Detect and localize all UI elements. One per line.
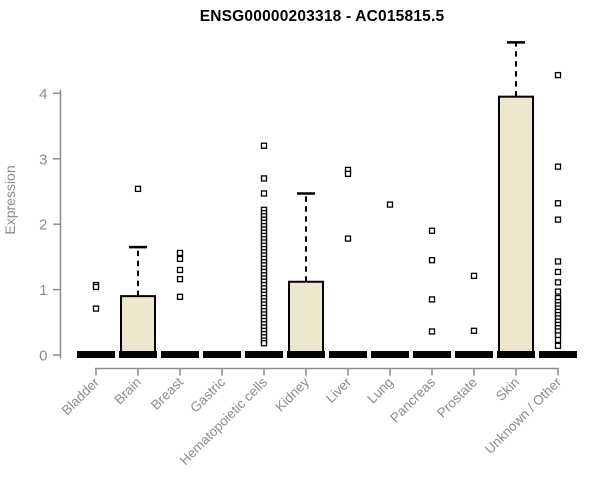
outlier-point	[134, 185, 142, 193]
median-bar	[161, 351, 199, 358]
x-tick-label: Kidney	[272, 374, 312, 414]
y-tick-label: 3	[39, 151, 47, 168]
outlier-point	[554, 279, 562, 286]
median-bar	[371, 351, 409, 358]
box	[498, 95, 534, 356]
boxplot-breast	[161, 249, 199, 358]
boxplot-kidney	[287, 192, 325, 358]
outlier-point	[260, 175, 268, 182]
median-bar	[539, 351, 577, 358]
x-tick-label: Gastric	[187, 374, 228, 415]
outlier-point	[554, 200, 562, 207]
outlier-point	[428, 328, 436, 335]
box	[120, 295, 156, 357]
x-tick-label: Pancreas	[387, 374, 438, 425]
outlier-point	[92, 283, 100, 291]
x-tick-label: Bladder	[59, 374, 103, 418]
x-tick-label: Prostate	[434, 375, 480, 421]
y-axis: 0 1 2 3 4	[39, 86, 62, 365]
x-tick-label: Skin	[493, 375, 522, 404]
outlier-point	[428, 296, 436, 303]
outlier-point	[428, 227, 436, 234]
x-tick-label: Lung	[364, 375, 396, 407]
median-bar	[329, 351, 367, 358]
outlier-point	[176, 293, 184, 300]
outlier-point	[176, 275, 184, 283]
outlier-point	[554, 336, 562, 344]
boxplot-brain	[119, 185, 157, 358]
median-bar	[497, 351, 535, 358]
boxplot-lung	[371, 201, 409, 358]
boxplot-skin	[497, 41, 535, 358]
outlier-point	[260, 142, 268, 149]
boxplot-unknown-other	[539, 71, 577, 358]
outlier-point	[554, 258, 562, 265]
y-tick-label: 0	[39, 348, 47, 365]
outlier-point	[554, 342, 562, 349]
outlier-point	[344, 235, 352, 242]
boxplot-liver	[329, 166, 367, 358]
median-bar	[203, 351, 241, 358]
outlier-point	[260, 190, 268, 197]
outlier-point	[92, 305, 100, 312]
outlier-point	[386, 201, 394, 208]
x-tick-label: Unknown / Other	[482, 374, 565, 457]
median-bar	[119, 351, 157, 358]
outlier-point	[176, 266, 184, 274]
chart-title: ENSG00000203318 - AC015815.5	[199, 8, 445, 25]
outlier-point	[554, 163, 562, 170]
x-tick-label: Brain	[111, 375, 144, 408]
outlier-point	[428, 257, 436, 264]
median-bar	[413, 351, 451, 358]
outlier-point	[554, 288, 562, 295]
outlier-point	[176, 249, 184, 257]
median-bar	[77, 351, 115, 358]
outlier-point	[554, 268, 562, 276]
y-tick-label: 4	[39, 86, 47, 103]
outlier-point	[554, 216, 562, 223]
y-tick-label: 1	[39, 282, 47, 299]
boxplot-hematopoietic-cells	[245, 142, 283, 358]
x-tick-label: Breast	[148, 374, 186, 412]
outlier-point	[344, 170, 352, 177]
boxplot-bladder	[77, 281, 115, 358]
y-tick-label: 2	[39, 217, 47, 234]
median-bar	[287, 351, 325, 358]
outlier-point	[176, 255, 184, 263]
median-bar	[455, 351, 493, 358]
outlier-point	[470, 327, 478, 334]
box	[288, 280, 324, 357]
boxplot-pancreas	[413, 227, 451, 358]
x-tick-label: Liver	[323, 374, 355, 406]
boxplot-gastric	[203, 351, 241, 358]
outlier-point	[554, 71, 562, 79]
median-bar	[245, 351, 283, 358]
outlier-point	[260, 340, 268, 347]
outlier-point	[470, 272, 478, 280]
boxplot-prostate	[455, 272, 493, 358]
